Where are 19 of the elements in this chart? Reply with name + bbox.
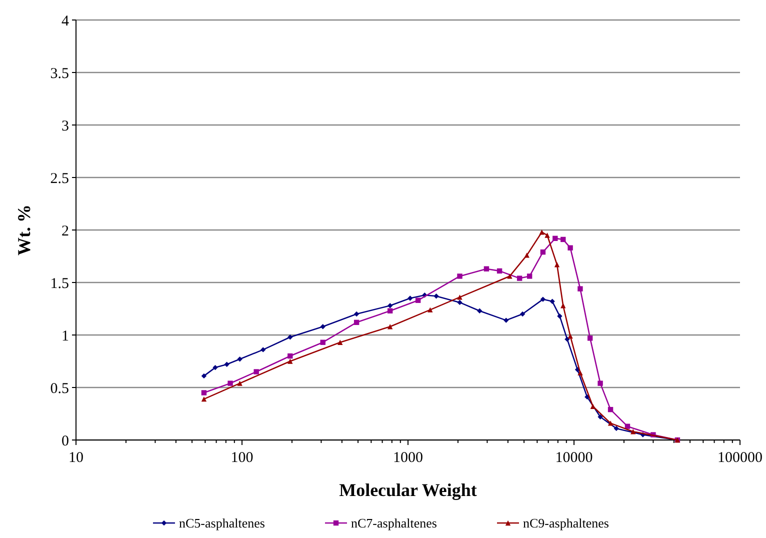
x-tick-label: 1000 xyxy=(393,450,423,466)
y-tick-label: 1 xyxy=(62,328,69,344)
y-tick-label: 1.5 xyxy=(50,276,69,292)
y-axis-title: Wt. % xyxy=(14,204,34,256)
y-tick-label: 3 xyxy=(62,118,69,134)
y-tick-label: 4 xyxy=(62,13,70,30)
y-tick-label: 0 xyxy=(62,433,69,450)
x-tick-label: 10 xyxy=(68,450,84,466)
legend-label: nC5-asphaltenes xyxy=(179,516,265,531)
x-tick-label: 100 xyxy=(230,450,254,466)
y-tick-label: 0.5 xyxy=(50,380,69,397)
x-tick-label: 100000 xyxy=(718,450,762,466)
y-tick-label: 2.5 xyxy=(50,170,69,187)
x-axis-title: Molecular Weight xyxy=(339,480,477,500)
legend-label: nC9-asphaltenes xyxy=(523,516,609,531)
y-tick-label: 3.5 xyxy=(50,66,69,82)
legend-label: nC7-asphaltenes xyxy=(351,516,437,531)
x-tick-label: 10000 xyxy=(555,450,593,466)
y-tick-label: 2 xyxy=(62,223,69,240)
